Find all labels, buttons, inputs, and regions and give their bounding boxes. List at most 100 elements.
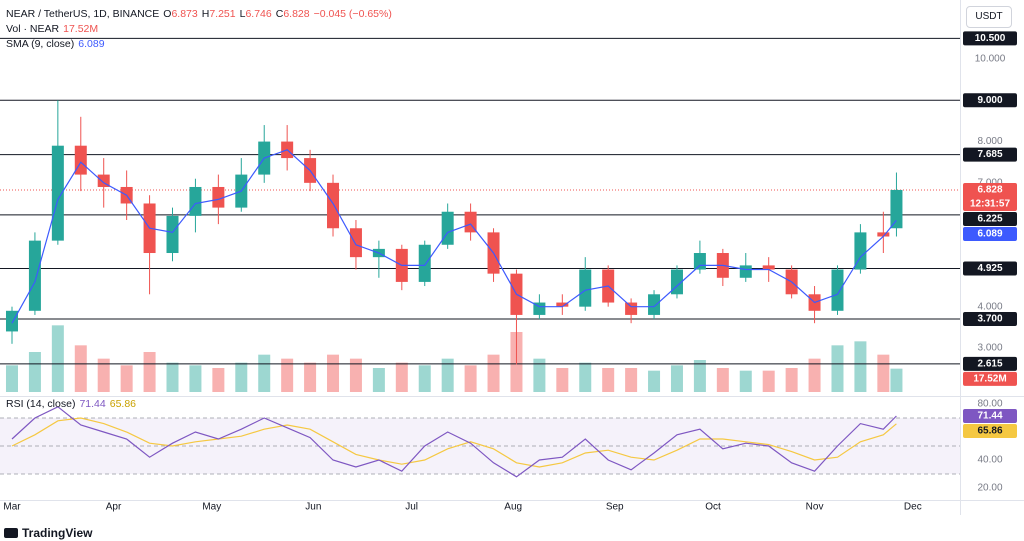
candle-body [166, 215, 179, 254]
ohlc-key: O [163, 8, 172, 20]
sma-legend: SMA (9, close) 6.089 [6, 38, 109, 50]
volume-bar [602, 368, 615, 392]
price-badge [963, 423, 1017, 438]
volume-bar [349, 358, 362, 392]
volume-bar [212, 368, 225, 392]
legend-value: 65.86 [109, 398, 137, 410]
volume-bar [670, 365, 683, 392]
candle-body [189, 186, 202, 216]
volume-bar [5, 365, 18, 392]
price-badge-label: 6.225 [977, 214, 1002, 225]
volume-bar [831, 345, 844, 392]
volume-bar [533, 358, 546, 392]
x-tick-label: Aug [504, 502, 522, 513]
legend-label: SMA (9, close) [6, 38, 75, 50]
rsi-tick-label: 40.00 [977, 455, 1002, 466]
candle-body [28, 240, 41, 311]
volume-legend: Vol · NEAR 17.52M [6, 23, 102, 35]
volume-bar [441, 358, 454, 392]
volume-bar [418, 365, 431, 392]
candle-body [349, 228, 362, 258]
price-badge [963, 261, 1017, 276]
volume-bar [28, 352, 41, 392]
brand: TradingView [22, 526, 93, 540]
volume-bar [762, 370, 775, 392]
rsi-line [11, 406, 897, 478]
x-tick-label: Jun [305, 502, 321, 513]
volume-bar [785, 368, 798, 392]
candle-body [831, 269, 844, 311]
price-badge [963, 312, 1017, 327]
ohlc-value: 6.746 [245, 8, 272, 20]
candle-body [51, 145, 64, 241]
price-badge [963, 93, 1017, 108]
candle-body [625, 302, 638, 315]
candle-body [762, 265, 775, 270]
price-badge-label: 6.828 [977, 185, 1002, 196]
price-badge-label: 3.700 [977, 314, 1002, 325]
ohlc-key: H [201, 8, 210, 20]
candle-body [854, 232, 867, 270]
currency-button[interactable]: USDT [966, 6, 1012, 28]
candle-body [74, 145, 87, 175]
volume-bar [120, 365, 133, 392]
ohlc-key: L [239, 8, 246, 20]
candle-body [648, 294, 661, 315]
legend-label: RSI (14, close) [6, 398, 76, 410]
volume-bar [716, 368, 729, 392]
volume-bar [648, 370, 661, 392]
price-badge-label: 71.44 [977, 411, 1002, 422]
candle-body [693, 253, 706, 270]
price-badge [963, 211, 1017, 226]
price-badge [963, 356, 1017, 371]
volume-bar [97, 358, 110, 392]
ohlc-value: 7.251 [209, 8, 236, 20]
candle-body [327, 182, 340, 229]
logo-icon [4, 528, 18, 538]
price-badge-label: 17.52M [973, 373, 1006, 384]
volume-bar [808, 358, 821, 392]
volume-bar [304, 362, 317, 392]
legend-value: 17.52M [63, 23, 99, 35]
x-tick-label: Mar [3, 502, 21, 513]
price-badge [963, 226, 1017, 241]
symbol-title: NEAR / TetherUS, 1D, BINANCE [6, 8, 160, 20]
x-tick-label: Dec [904, 502, 922, 513]
y-tick-label: 10.000 [975, 54, 1006, 65]
y-tick-label: 4.000 [977, 301, 1002, 312]
price-badge [963, 182, 1017, 211]
rsi-legend: RSI (14, close) 71.44 65.86 [6, 398, 140, 410]
volume-bar [51, 325, 64, 392]
x-tick-label: Apr [106, 502, 122, 513]
price-badge-label: 10.500 [975, 33, 1006, 44]
price-badge-label: 2.615 [977, 358, 1002, 369]
volume-bar [235, 362, 248, 392]
volume-bar [487, 354, 500, 392]
volume-bar [890, 368, 903, 392]
price-badge [963, 147, 1017, 162]
candle-body [556, 302, 569, 307]
price-badge [963, 408, 1017, 423]
volume-bar [143, 352, 156, 392]
volume-bar [189, 365, 202, 392]
rsi-tick-label: 80.00 [977, 399, 1002, 410]
volume-bar [625, 368, 638, 392]
candle-body [739, 265, 752, 278]
candle-body [212, 186, 225, 208]
candle-body [877, 232, 890, 237]
volume-bar [579, 362, 592, 392]
candle-body [5, 310, 18, 332]
price-badge-label: 4.925 [977, 263, 1002, 274]
rsi-ma-line [11, 417, 897, 468]
ohlc-key: C [275, 8, 284, 20]
volume-bar [556, 368, 569, 392]
volume-bar [693, 360, 706, 392]
price-badge-label: 7.685 [977, 149, 1002, 160]
candle-body [418, 244, 431, 282]
ohlc-value: 6.873 [171, 8, 198, 20]
price-badge-label: 6.089 [977, 229, 1002, 240]
header: NEAR / TetherUS, 1D, BINANCE O6.873 H7.251… [6, 8, 396, 20]
price-badge-label: 65.86 [977, 426, 1002, 437]
